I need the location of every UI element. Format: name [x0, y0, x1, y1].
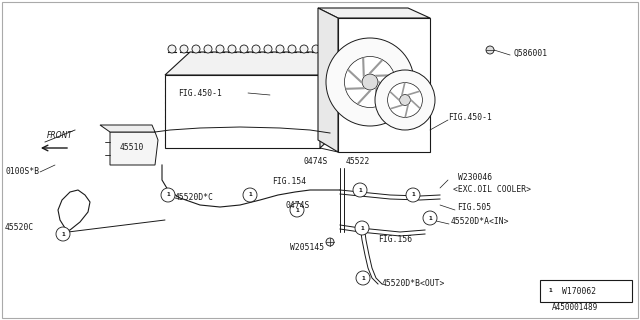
Circle shape	[300, 45, 308, 53]
Text: 1: 1	[248, 193, 252, 197]
Polygon shape	[318, 8, 430, 18]
Text: 0100S*B: 0100S*B	[5, 167, 39, 177]
Text: 45520D*B<OUT>: 45520D*B<OUT>	[382, 278, 445, 287]
Polygon shape	[165, 75, 320, 148]
Circle shape	[356, 271, 370, 285]
Circle shape	[243, 188, 257, 202]
Circle shape	[290, 203, 304, 217]
Circle shape	[192, 45, 200, 53]
Text: 45520D*C: 45520D*C	[175, 194, 214, 203]
Text: Q586001: Q586001	[513, 49, 547, 58]
Text: 0474S: 0474S	[304, 157, 328, 166]
Circle shape	[56, 227, 70, 241]
Text: W230046: W230046	[458, 172, 492, 181]
Text: 45520C: 45520C	[5, 223, 35, 233]
Bar	[540, 280, 632, 302]
Text: 1: 1	[166, 193, 170, 197]
Text: 0474S: 0474S	[286, 201, 310, 210]
Circle shape	[326, 238, 334, 246]
Polygon shape	[100, 125, 155, 132]
Text: W205145: W205145	[290, 244, 324, 252]
Circle shape	[228, 45, 236, 53]
Circle shape	[204, 45, 212, 53]
Polygon shape	[320, 52, 345, 148]
Text: FIG.450-1: FIG.450-1	[448, 114, 492, 123]
Circle shape	[252, 45, 260, 53]
Circle shape	[355, 221, 369, 235]
Circle shape	[326, 38, 414, 126]
Text: 45522: 45522	[346, 157, 371, 166]
Circle shape	[161, 188, 175, 202]
Circle shape	[375, 70, 435, 130]
Circle shape	[406, 188, 420, 202]
Text: 45520D*A<IN>: 45520D*A<IN>	[451, 218, 509, 227]
Text: 1: 1	[361, 276, 365, 281]
Circle shape	[543, 284, 557, 298]
Text: 1: 1	[360, 226, 364, 230]
Circle shape	[423, 211, 437, 225]
Circle shape	[264, 45, 272, 53]
Circle shape	[344, 56, 396, 108]
Circle shape	[312, 45, 320, 53]
Circle shape	[276, 45, 284, 53]
Polygon shape	[110, 132, 158, 165]
Polygon shape	[338, 18, 430, 152]
Text: A450001489: A450001489	[552, 302, 598, 311]
Circle shape	[288, 45, 296, 53]
Text: FIG.154: FIG.154	[272, 178, 306, 187]
Text: 1: 1	[61, 231, 65, 236]
Circle shape	[388, 83, 422, 117]
Text: 1: 1	[428, 215, 432, 220]
Text: 1: 1	[295, 207, 299, 212]
Text: W170062: W170062	[562, 286, 596, 295]
Polygon shape	[318, 8, 338, 152]
Text: FRONT: FRONT	[47, 131, 73, 140]
Text: <EXC.OIL COOLER>: <EXC.OIL COOLER>	[453, 186, 531, 195]
Text: 1: 1	[548, 289, 552, 293]
Text: 1: 1	[411, 193, 415, 197]
Circle shape	[168, 45, 176, 53]
Circle shape	[353, 183, 367, 197]
Circle shape	[240, 45, 248, 53]
Circle shape	[486, 46, 494, 54]
Text: 1: 1	[358, 188, 362, 193]
Circle shape	[216, 45, 224, 53]
Polygon shape	[165, 52, 345, 75]
Circle shape	[399, 95, 410, 105]
Circle shape	[180, 45, 188, 53]
Text: FIG.156: FIG.156	[378, 236, 412, 244]
Text: FIG.505: FIG.505	[457, 204, 491, 212]
Circle shape	[362, 74, 378, 90]
Text: 45510: 45510	[120, 143, 145, 153]
Text: FIG.450-1: FIG.450-1	[178, 89, 222, 98]
